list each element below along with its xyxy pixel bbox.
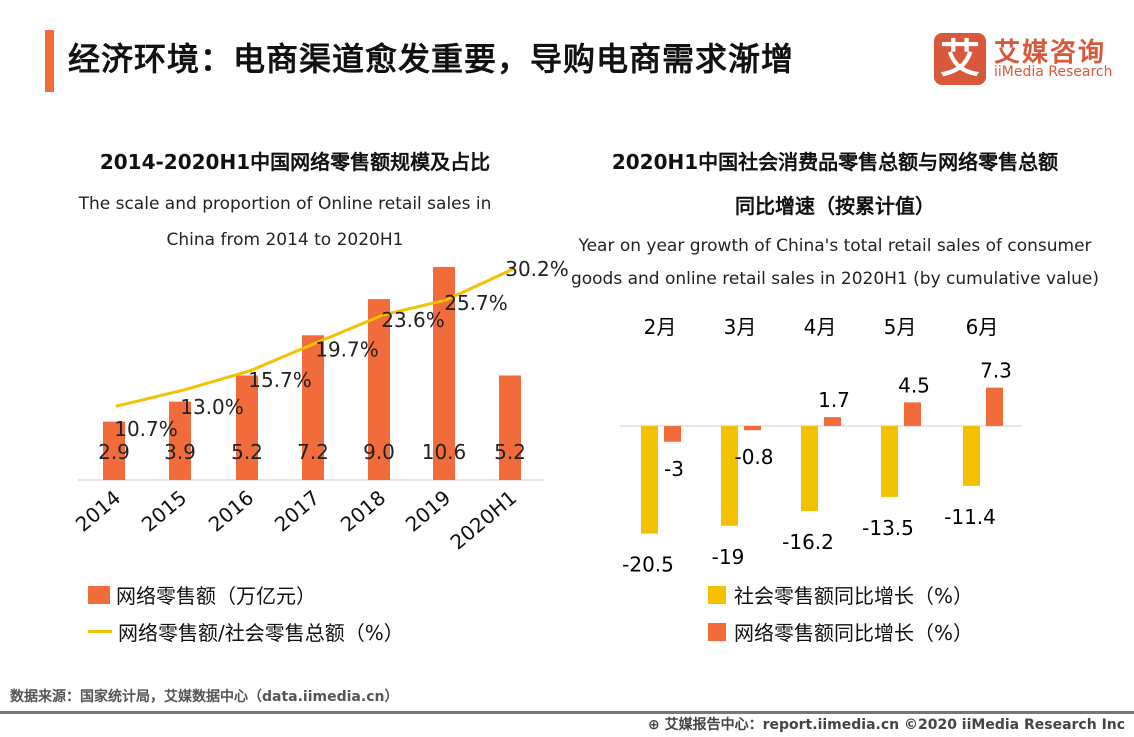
bar-2019	[433, 266, 455, 480]
legend-item-online-sales: 网络零售额（万亿元）	[88, 580, 316, 609]
bar-label: -0.8	[734, 445, 773, 469]
bar-2017	[302, 335, 324, 480]
bar-social-6月	[963, 426, 980, 486]
legend-label: 社会零售额同比增长（%）	[734, 584, 974, 608]
category-label: 4月	[804, 315, 837, 339]
legend-label: 网络零售额同比增长（%）	[734, 621, 974, 645]
bar-2016	[236, 375, 258, 480]
left-chart-subtitle-2: China from 2014 to 2020H1	[166, 230, 404, 250]
bar-label: 7.2	[297, 440, 329, 464]
bar-label: 5.2	[231, 440, 263, 464]
logo-text-cn: 艾媒咨询	[994, 38, 1107, 68]
bar-online-6月	[986, 387, 1003, 426]
title-accent-bar	[45, 30, 54, 92]
bar-label: -20.5	[622, 553, 674, 577]
line-label: 13.0%	[180, 395, 244, 419]
footer-credit-text: 艾媒报告中心：report.iimedia.cn ©2020 iiMedia R…	[664, 717, 1126, 733]
bar-label: -16.2	[782, 530, 834, 554]
legend-swatch-line	[88, 630, 112, 633]
bar-social-2月	[641, 426, 658, 534]
bar-2018	[368, 299, 390, 480]
bar-2014	[103, 421, 125, 480]
bar-2015	[169, 401, 191, 480]
legend-label: 网络零售额/社会零售总额（%）	[118, 621, 404, 645]
x-tick-label: 2018	[336, 485, 390, 536]
bar-social-4月	[801, 426, 818, 512]
x-tick-label: 2020H1	[446, 485, 522, 554]
line-label: 23.6%	[381, 308, 445, 332]
globe-icon: ⊕	[648, 717, 660, 733]
legend-item-share-line: 网络零售额/社会零售总额（%）	[88, 617, 404, 646]
line-label: 25.7%	[444, 291, 508, 315]
x-tick-label: 2019	[401, 485, 455, 536]
bar-social-5月	[881, 426, 898, 497]
right-chart-subtitle-1: Year on year growth of China's total ret…	[578, 236, 1092, 256]
bar-online-2月	[664, 426, 681, 442]
bar-online-4月	[824, 417, 841, 426]
line-label: 19.7%	[315, 338, 379, 362]
category-label: 5月	[884, 315, 917, 339]
bar-label: -3	[664, 457, 684, 481]
bar-label: -11.4	[944, 505, 996, 529]
bar-label: 4.5	[898, 373, 930, 397]
right-chart-subtitle-2: goods and online retail sales in 2020H1 …	[570, 269, 1100, 289]
legend-swatch-bar	[88, 585, 110, 604]
legend-label: 网络零售额（万亿元）	[116, 584, 316, 608]
left-chart-subtitle-1: The scale and proportion of Online retai…	[78, 194, 492, 214]
category-label: 6月	[966, 315, 999, 339]
bar-label: 7.3	[980, 359, 1012, 383]
bar-label: 9.0	[363, 440, 395, 464]
bar-label: 10.6	[422, 440, 467, 464]
bar-label: 5.2	[494, 440, 526, 464]
legend-item-social-growth: 社会零售额同比增长（%）	[708, 580, 973, 609]
footer-divider	[0, 711, 1134, 714]
share-line	[115, 266, 516, 408]
footer-credit: ⊕ 艾媒报告中心：report.iimedia.cn ©2020 iiMedia…	[648, 714, 1125, 734]
page-title: 经济环境：电商渠道愈发重要，导购电商需求渐增	[68, 40, 795, 78]
bar-label: 1.7	[818, 388, 850, 412]
category-label: 2月	[644, 315, 677, 339]
logo-icon: 艾	[934, 33, 986, 85]
bar-2020H1	[499, 375, 521, 480]
x-tick-label: 2015	[137, 485, 191, 536]
x-tick-label: 2017	[270, 485, 324, 536]
legend-swatch	[708, 585, 726, 604]
x-tick-label: 2014	[71, 485, 125, 536]
category-label: 3月	[724, 315, 757, 339]
logo-text-en: iiMedia Research	[994, 64, 1113, 80]
bar-label: 3.9	[164, 440, 196, 464]
line-label: 30.2%	[505, 257, 569, 281]
right-chart-title-1: 2020H1中国社会消费品零售总额与网络零售总额	[611, 150, 1059, 174]
legend-item-online-growth: 网络零售额同比增长（%）	[708, 617, 973, 646]
right-chart-title-2: 同比增速（按累计值）	[735, 194, 935, 218]
x-tick-label: 2016	[204, 485, 258, 536]
line-label: 10.7%	[114, 417, 178, 441]
bar-label: -13.5	[862, 516, 914, 540]
legend-swatch	[708, 622, 726, 641]
bar-online-5月	[904, 402, 921, 426]
bar-label: 2.9	[98, 440, 130, 464]
bar-social-3月	[721, 426, 738, 526]
bar-label: -19	[712, 545, 745, 569]
data-source: 数据来源：国家统计局，艾媒数据中心（data.iimedia.cn）	[10, 689, 399, 705]
bar-online-3月	[744, 426, 761, 431]
left-chart-title: 2014-2020H1中国网络零售额规模及占比	[99, 150, 491, 174]
line-label: 15.7%	[248, 368, 312, 392]
